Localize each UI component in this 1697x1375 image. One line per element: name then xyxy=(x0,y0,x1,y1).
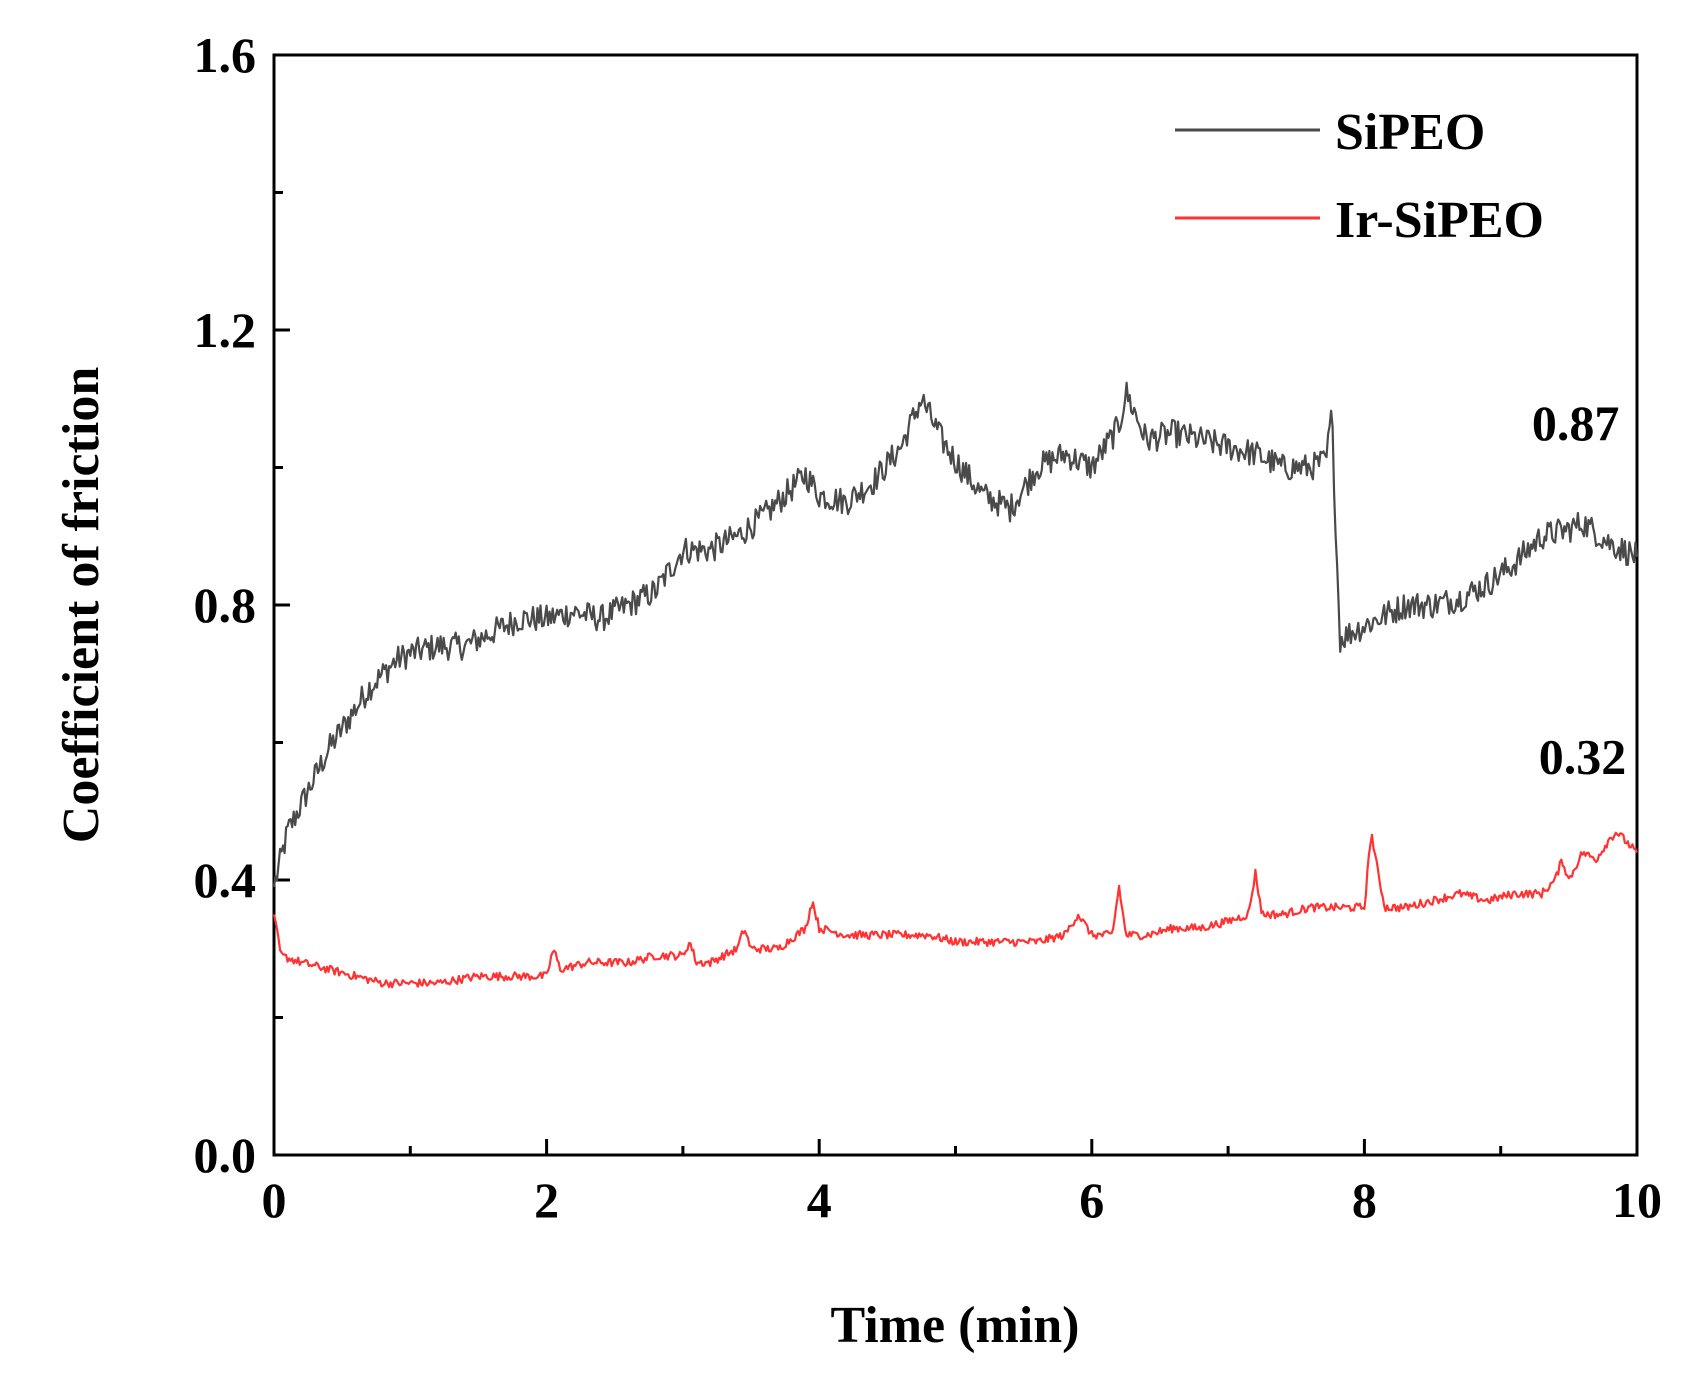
y-tick-label: 0.0 xyxy=(194,1127,257,1183)
y-axis-tick-labels: 0.0 0.4 0.8 1.2 1.6 xyxy=(194,27,257,1183)
series-lines xyxy=(272,381,1639,989)
x-tick-label: 2 xyxy=(534,1172,559,1228)
x-tick-label: 6 xyxy=(1079,1172,1104,1228)
legend-label-ir-sipeo: Ir-SiPEO xyxy=(1335,192,1544,249)
legend-label-sipeo: SiPEO xyxy=(1335,104,1485,161)
x-axis-ticks xyxy=(272,1139,1639,1155)
y-tick-label: 1.2 xyxy=(194,302,257,358)
x-tick-label: 0 xyxy=(262,1172,287,1228)
annotation-label: 0.32 xyxy=(1539,728,1627,784)
value-annotations: 0.87 0.32 xyxy=(1532,395,1626,784)
y-tick-label: 0.4 xyxy=(194,852,257,908)
x-axis-tick-labels: 0 2 4 6 8 10 xyxy=(262,1172,1663,1228)
x-axis-title: Time (min) xyxy=(831,1297,1080,1354)
y-axis-ticks xyxy=(274,53,290,1157)
series-line-sipeo xyxy=(272,381,1639,888)
y-tick-label: 1.6 xyxy=(194,27,257,83)
x-tick-label: 10 xyxy=(1612,1172,1662,1228)
x-tick-label: 4 xyxy=(807,1172,832,1228)
y-tick-label: 0.8 xyxy=(194,577,257,633)
y-axis-title: Coefficient of friction xyxy=(53,367,110,844)
legend: SiPEO Ir-SiPEO xyxy=(1175,104,1544,249)
annotation-label: 0.87 xyxy=(1532,395,1620,451)
x-tick-label: 8 xyxy=(1352,1172,1377,1228)
series-line-ir-sipeo xyxy=(272,831,1639,989)
